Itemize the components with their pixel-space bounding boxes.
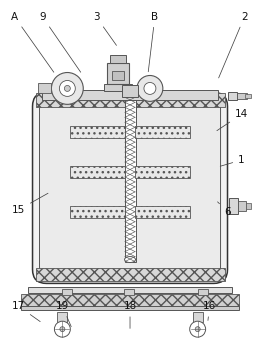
Bar (124, 289, 134, 295)
Bar (70, 206, 125, 218)
Bar (21, 306, 239, 310)
Bar (107, 63, 129, 84)
Text: 19: 19 (56, 301, 71, 327)
Text: B: B (148, 12, 158, 72)
Circle shape (64, 86, 70, 91)
Text: 17: 17 (12, 301, 40, 321)
Text: 3: 3 (93, 12, 117, 45)
Bar (193, 312, 203, 322)
Bar (135, 206, 190, 218)
Bar (239, 201, 246, 211)
Bar (135, 166, 190, 178)
Text: 2: 2 (219, 12, 248, 78)
Bar (122, 86, 138, 97)
Bar (42, 90, 218, 100)
Text: A: A (11, 12, 54, 72)
Bar (229, 198, 239, 214)
Bar (198, 289, 208, 295)
Bar (104, 84, 132, 91)
Text: 16: 16 (203, 301, 216, 320)
FancyBboxPatch shape (39, 100, 221, 276)
Bar (70, 126, 125, 138)
Text: 6: 6 (218, 202, 231, 217)
Bar (110, 55, 126, 63)
Circle shape (144, 82, 156, 94)
Circle shape (59, 80, 75, 96)
Circle shape (51, 73, 83, 104)
Circle shape (54, 321, 70, 337)
Bar (62, 289, 72, 295)
Circle shape (60, 327, 65, 332)
Bar (228, 92, 237, 100)
Bar (36, 268, 225, 281)
Circle shape (190, 321, 206, 337)
Circle shape (137, 76, 163, 101)
Bar (21, 294, 239, 307)
Text: 1: 1 (220, 155, 245, 166)
Ellipse shape (125, 256, 136, 263)
Bar (112, 70, 124, 80)
Bar (38, 83, 51, 93)
Bar (245, 94, 251, 98)
Bar (36, 93, 225, 107)
Bar (57, 312, 67, 322)
FancyBboxPatch shape (32, 92, 228, 284)
Bar (135, 126, 190, 138)
Bar (28, 287, 232, 293)
Bar (237, 93, 247, 100)
Text: 18: 18 (123, 301, 137, 328)
Text: 14: 14 (217, 109, 248, 131)
Text: 15: 15 (12, 193, 48, 215)
Bar (125, 97, 136, 262)
Bar (246, 203, 251, 209)
Circle shape (195, 327, 200, 332)
Bar (70, 166, 125, 178)
Text: 9: 9 (39, 12, 81, 72)
